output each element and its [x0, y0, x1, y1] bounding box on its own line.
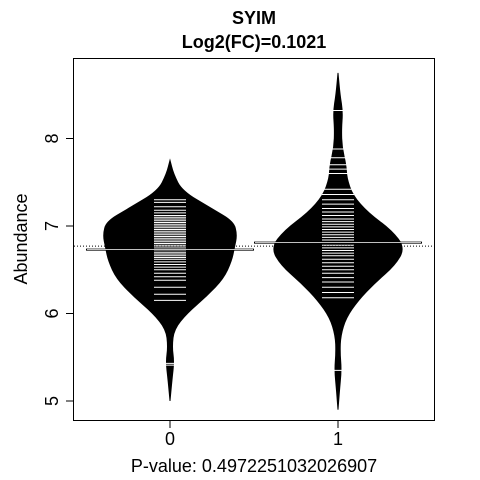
y-tick-label: 6 [42, 308, 62, 318]
x-tick-label: 1 [333, 429, 343, 449]
y-tick-label: 5 [42, 396, 62, 406]
y-tick-label: 8 [42, 133, 62, 143]
bean-shape-1 [273, 72, 403, 410]
x-tick-label: 0 [165, 429, 175, 449]
y-tick-label: 7 [42, 221, 62, 231]
x-axis-label: P-value: 0.4972251032026907 [131, 456, 377, 476]
plot-area [74, 72, 434, 410]
plot-frame [73, 58, 435, 421]
chart-subtitle: Log2(FC)=0.1021 [182, 32, 327, 52]
y-axis-label: Abundance [11, 193, 31, 284]
chart-title: SYIM [232, 8, 276, 28]
